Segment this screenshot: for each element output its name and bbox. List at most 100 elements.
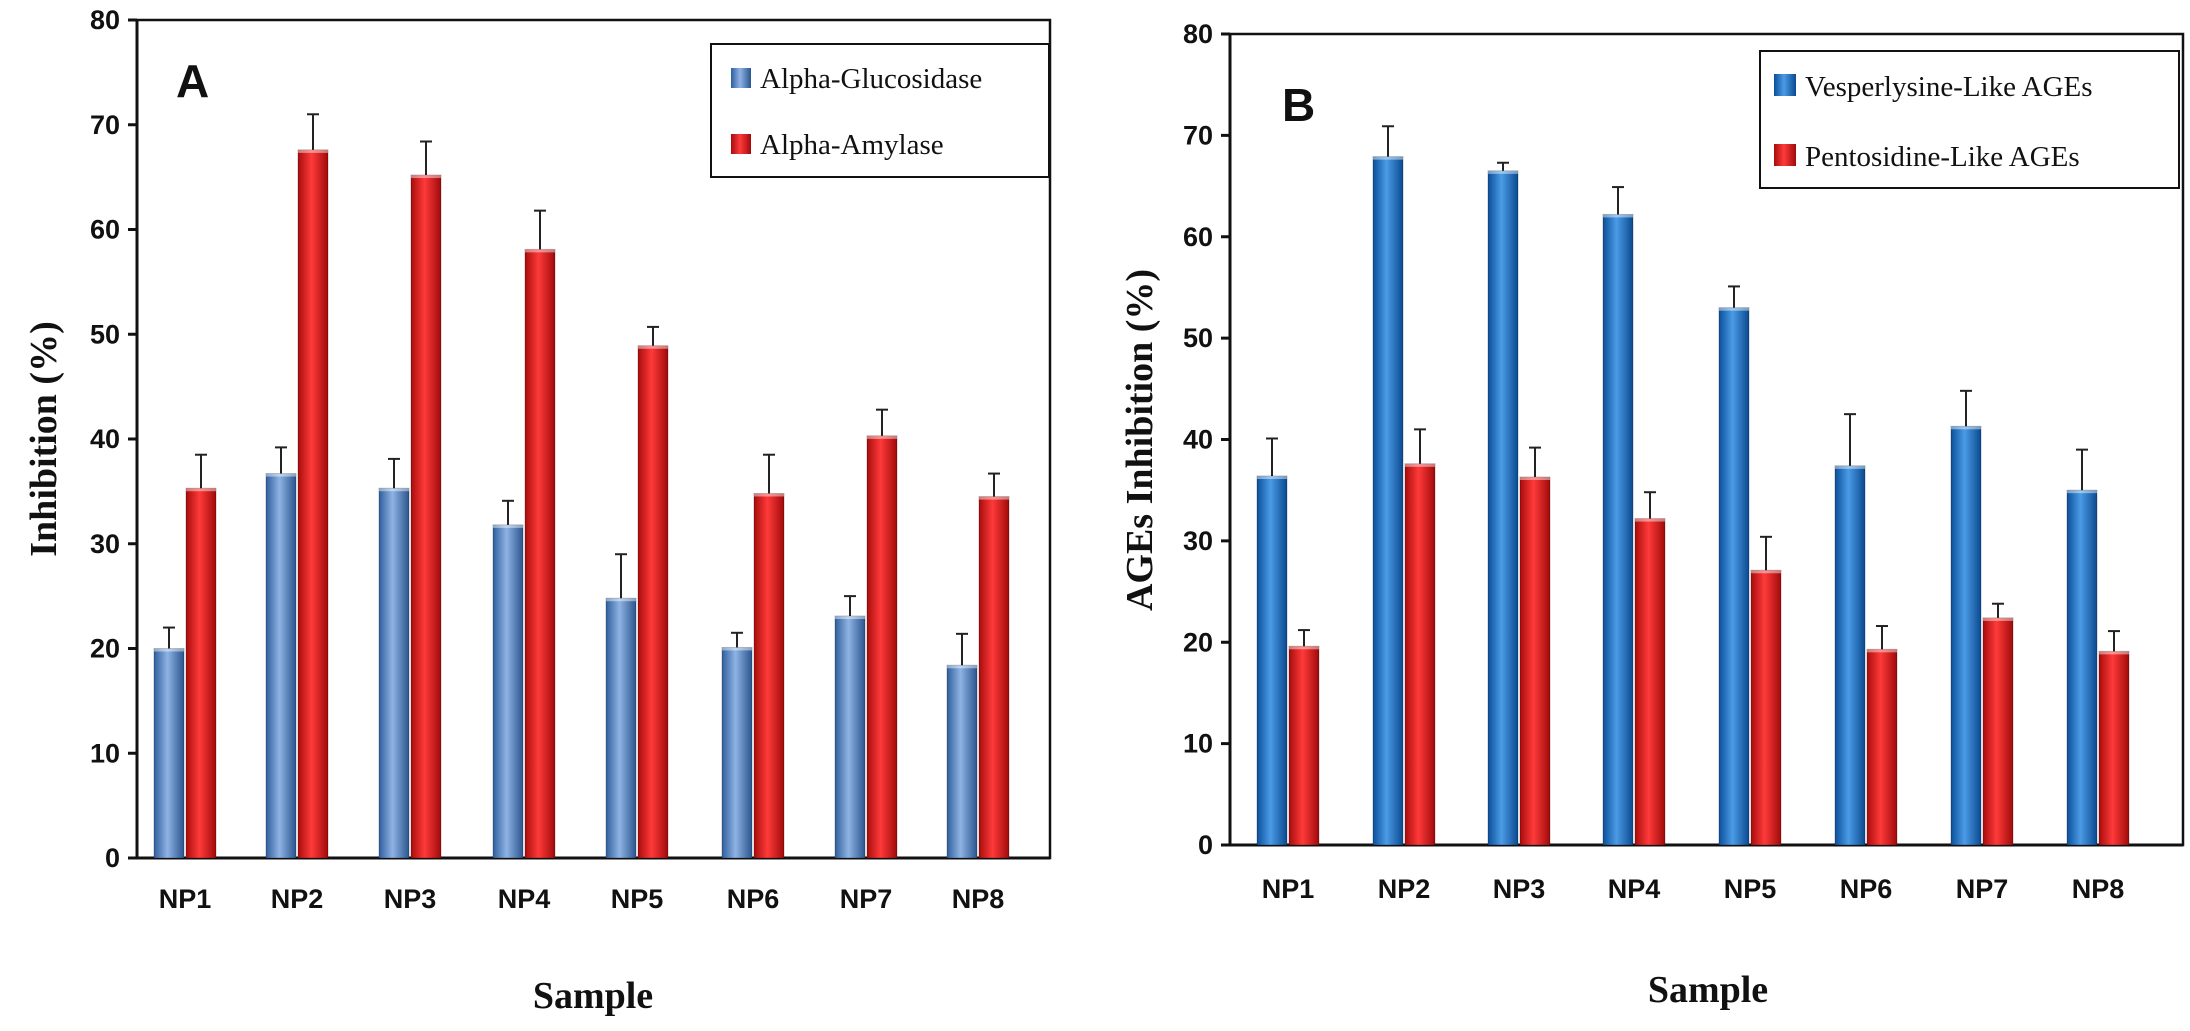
- bar-top-highlight: [1751, 570, 1781, 574]
- x-tick-label: NP2: [1378, 874, 1431, 904]
- bar-top-highlight: [867, 435, 897, 439]
- y-tick-label: 10: [1183, 729, 1213, 759]
- bar-top-highlight: [2099, 651, 2129, 655]
- bar-top-highlight: [1983, 617, 2013, 621]
- bar-series2: [753, 492, 785, 859]
- x-tick-label: NP3: [384, 884, 437, 914]
- bar-series2: [2098, 650, 2130, 846]
- bar-top-highlight: [1289, 646, 1319, 650]
- bar-series1: [1256, 475, 1288, 846]
- y-tick-label: 50: [1183, 323, 1213, 353]
- x-tick-label: NP3: [1493, 874, 1546, 904]
- y-ticks: 0 10 20 30 40 50 60 70 80: [1183, 19, 1230, 860]
- bar-top-highlight: [1603, 214, 1633, 218]
- bar-series2: [637, 345, 669, 859]
- y-tick-label: 40: [1183, 425, 1213, 455]
- bar-series1: [153, 648, 185, 859]
- bar-top-highlight: [1867, 649, 1897, 653]
- bar-series2: [1866, 648, 1898, 846]
- bar-top-highlight: [493, 524, 523, 528]
- bar-series1: [946, 664, 978, 859]
- bar-series2: [410, 174, 442, 859]
- y-tick-label: 60: [1183, 222, 1213, 252]
- bar-top-highlight: [154, 648, 184, 652]
- y-tick-label: 70: [90, 110, 120, 140]
- x-tick-label: NP4: [1608, 874, 1661, 904]
- panel-label: A: [176, 55, 209, 107]
- y-tick-label: 0: [1198, 830, 1213, 860]
- legend: Alpha-Glucosidase Alpha-Amylase: [710, 43, 1050, 178]
- y-tick-label: 20: [90, 634, 120, 664]
- y-axis-label: AGEs Inhibition (%): [1119, 269, 1161, 611]
- legend-swatch-alpha-amylase: [731, 134, 751, 154]
- bar-series1: [265, 473, 297, 859]
- legend-box: [710, 43, 1050, 178]
- bar-series1: [605, 597, 637, 859]
- y-tick-label: 40: [90, 424, 120, 454]
- legend-label-pentosidine: Pentosidine-Like AGEs: [1805, 141, 2080, 173]
- bar-top-highlight: [411, 175, 441, 179]
- bar-top-highlight: [525, 249, 555, 253]
- x-tick-label: NP8: [952, 884, 1005, 914]
- bar-series1: [1950, 425, 1982, 846]
- y-tick-label: 60: [90, 215, 120, 245]
- x-tick-label: NP7: [1956, 874, 2009, 904]
- bar-top-highlight: [722, 647, 752, 651]
- bar-series2: [524, 248, 556, 859]
- bar-top-highlight: [1951, 426, 1981, 430]
- bar-top-highlight: [1835, 465, 1865, 469]
- bar-top-highlight: [2067, 490, 2097, 494]
- bar-top-highlight: [754, 493, 784, 497]
- bars: [153, 113, 1010, 859]
- y-tick-label: 30: [1183, 526, 1213, 556]
- x-axis-label: Sample: [533, 975, 653, 1017]
- bar-top-highlight: [835, 616, 865, 620]
- bar-top-highlight: [979, 496, 1009, 500]
- legend-box: [1759, 50, 2180, 189]
- x-tick-label: NP8: [2072, 874, 2125, 904]
- legend-label-vesperlysine: Vesperlysine-Like AGEs: [1805, 71, 2093, 103]
- x-tick-label: NP7: [840, 884, 893, 914]
- bar-top-highlight: [606, 598, 636, 602]
- y-axis-label: Inhibition (%): [23, 321, 65, 556]
- bar-series1: [2066, 489, 2098, 846]
- x-tick-labels: NP1 NP2 NP3 NP4 NP5 NP6 NP7 NP8: [159, 884, 1005, 914]
- bar-top-highlight: [379, 488, 409, 492]
- bar-top-highlight: [638, 345, 668, 349]
- x-tick-label: NP5: [1724, 874, 1777, 904]
- y-ticks: 0 10 20 30 40 50 60 70 80: [90, 5, 137, 873]
- y-tick-label: 20: [1183, 627, 1213, 657]
- bar-series2: [1982, 617, 2014, 846]
- bar-top-highlight: [1520, 477, 1550, 481]
- bar-series2: [185, 487, 217, 859]
- bar-top-highlight: [1635, 518, 1665, 522]
- legend-swatch-pentosidine: [1774, 144, 1796, 166]
- x-tick-label: NP6: [727, 884, 780, 914]
- y-tick-label: 70: [1183, 120, 1213, 150]
- bar-series2: [978, 496, 1010, 859]
- y-tick-label: 10: [90, 738, 120, 768]
- bar-series1: [834, 615, 866, 859]
- bar-series2: [297, 149, 329, 859]
- y-tick-label: 50: [90, 319, 120, 349]
- y-tick-label: 30: [90, 529, 120, 559]
- bar-series2: [866, 435, 898, 859]
- legend-swatch-vesperlysine: [1774, 74, 1796, 96]
- bar-series2: [1288, 645, 1320, 846]
- bar-top-highlight: [1257, 475, 1287, 479]
- x-tick-label: NP2: [271, 884, 324, 914]
- bar-top-highlight: [298, 149, 328, 153]
- bar-top-highlight: [1405, 463, 1435, 467]
- bar-series2: [1634, 518, 1666, 846]
- bar-series1: [1602, 213, 1634, 846]
- bars: [1256, 125, 2130, 846]
- bar-top-highlight: [1719, 307, 1749, 311]
- bar-series1: [1834, 465, 1866, 846]
- bar-series1: [1718, 307, 1750, 846]
- bar-series1: [1372, 156, 1404, 846]
- x-tick-label: NP1: [1262, 874, 1315, 904]
- legend: Vesperlysine-Like AGEs Pentosidine-Like …: [1759, 50, 2180, 189]
- bar-series2: [1404, 463, 1436, 846]
